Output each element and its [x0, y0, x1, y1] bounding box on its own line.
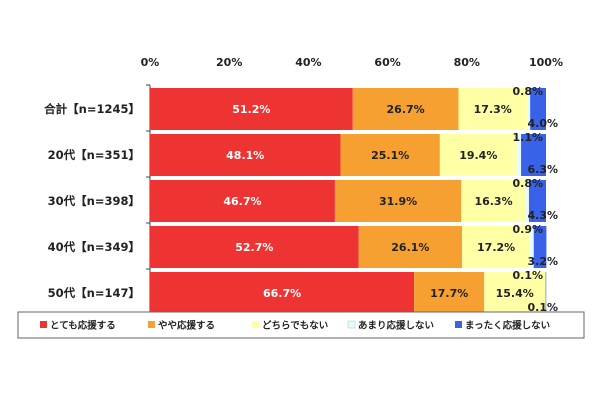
bar-segment [458, 88, 527, 130]
category-labels: 合計【n=1245】 20代【n=351】 30代【n=398】 40代【n=349】… [44, 102, 140, 300]
data-label: 31.9% [379, 195, 417, 208]
legend-swatch [148, 321, 155, 328]
bar-segment [516, 134, 522, 176]
bar-segment [461, 180, 526, 222]
data-label: 4.3% [527, 209, 558, 222]
legend-swatch [252, 321, 259, 328]
data-labels: 51.2% 26.7% 17.3%0.8%4.0%48.1% 25.1% 19.4%1.… [223, 85, 558, 314]
data-label: 15.4% [496, 287, 534, 300]
legend-swatch [455, 321, 462, 328]
category-label: 20代【n=351】 [48, 148, 140, 162]
bar-segment [526, 88, 531, 130]
x-tick-label: 80% [454, 56, 480, 69]
bar-segment [530, 226, 534, 268]
bar-segment [530, 88, 546, 130]
data-label: 0.1% [512, 269, 543, 282]
data-label: 0.9% [512, 223, 543, 236]
data-label: 17.2% [477, 241, 515, 254]
data-label: 66.7% [263, 287, 301, 300]
x-axis-ticks: 0% 20% 40% 60% 80% 100% [141, 56, 563, 69]
category-label: 合計【n=1245】 [44, 102, 140, 116]
category-label: 40代【n=349】 [48, 240, 140, 254]
bar-segment [545, 272, 547, 314]
data-label: 16.3% [474, 195, 512, 208]
legend-swatch [347, 320, 356, 329]
x-tick-label: 60% [374, 56, 400, 69]
data-label: 0.1% [527, 301, 558, 314]
data-label: 3.2% [527, 255, 558, 268]
legend-label: どちらでもない [262, 320, 328, 332]
legend-label: あまり応援しない [358, 320, 434, 332]
x-tick-label: 100% [529, 56, 563, 69]
bar-segment [150, 272, 415, 314]
bar-segment [150, 226, 359, 268]
bar-segment [439, 134, 517, 176]
bar-segment [545, 272, 546, 314]
bar-segment [525, 180, 529, 222]
bar-segment [462, 226, 531, 268]
legend-label: とても応援する [50, 320, 116, 332]
data-label: 0.8% [512, 177, 543, 190]
data-label: 51.2% [232, 103, 270, 116]
bar-segment [414, 272, 485, 314]
bar-segment [150, 88, 353, 130]
data-label: 4.0% [527, 117, 558, 130]
data-label: 26.7% [387, 103, 425, 116]
bar-segment [528, 180, 546, 222]
data-label: 17.7% [430, 287, 468, 300]
x-tick-label: 40% [295, 56, 321, 69]
legend-box [17, 311, 585, 339]
category-axis [146, 84, 151, 319]
legend: とても応援する やや応援する どちらでもない あまり応援しない まったく応援しない [17, 311, 585, 339]
data-label: 19.4% [459, 149, 497, 162]
data-label: 48.1% [226, 149, 264, 162]
legend-swatch [40, 321, 47, 328]
data-label: 26.1% [391, 241, 429, 254]
data-label: 1.1% [512, 131, 543, 144]
bar-segment [358, 226, 463, 268]
bar-segment [340, 134, 440, 176]
bar-segment [150, 134, 341, 176]
bar-segment [150, 180, 335, 222]
data-label: 25.1% [371, 149, 409, 162]
data-label: 6.3% [527, 163, 558, 176]
legend-label: まったく応援しない [465, 320, 550, 332]
data-label: 52.7% [235, 241, 273, 254]
category-label: 30代【n=398】 [48, 194, 140, 208]
bar-segment [352, 88, 459, 130]
x-tick-label: 0% [141, 56, 160, 69]
category-label: 50代【n=147】 [48, 286, 140, 300]
bars [150, 88, 547, 314]
bar-segment [484, 272, 546, 314]
bar-segment [521, 134, 546, 176]
bar-segment [533, 226, 547, 268]
bar-segment [334, 180, 462, 222]
data-label: 17.3% [474, 103, 512, 116]
legend-label: やや応援する [158, 320, 215, 332]
data-label: 46.7% [223, 195, 261, 208]
x-tick-label: 20% [216, 56, 242, 69]
data-label: 0.8% [512, 85, 543, 98]
